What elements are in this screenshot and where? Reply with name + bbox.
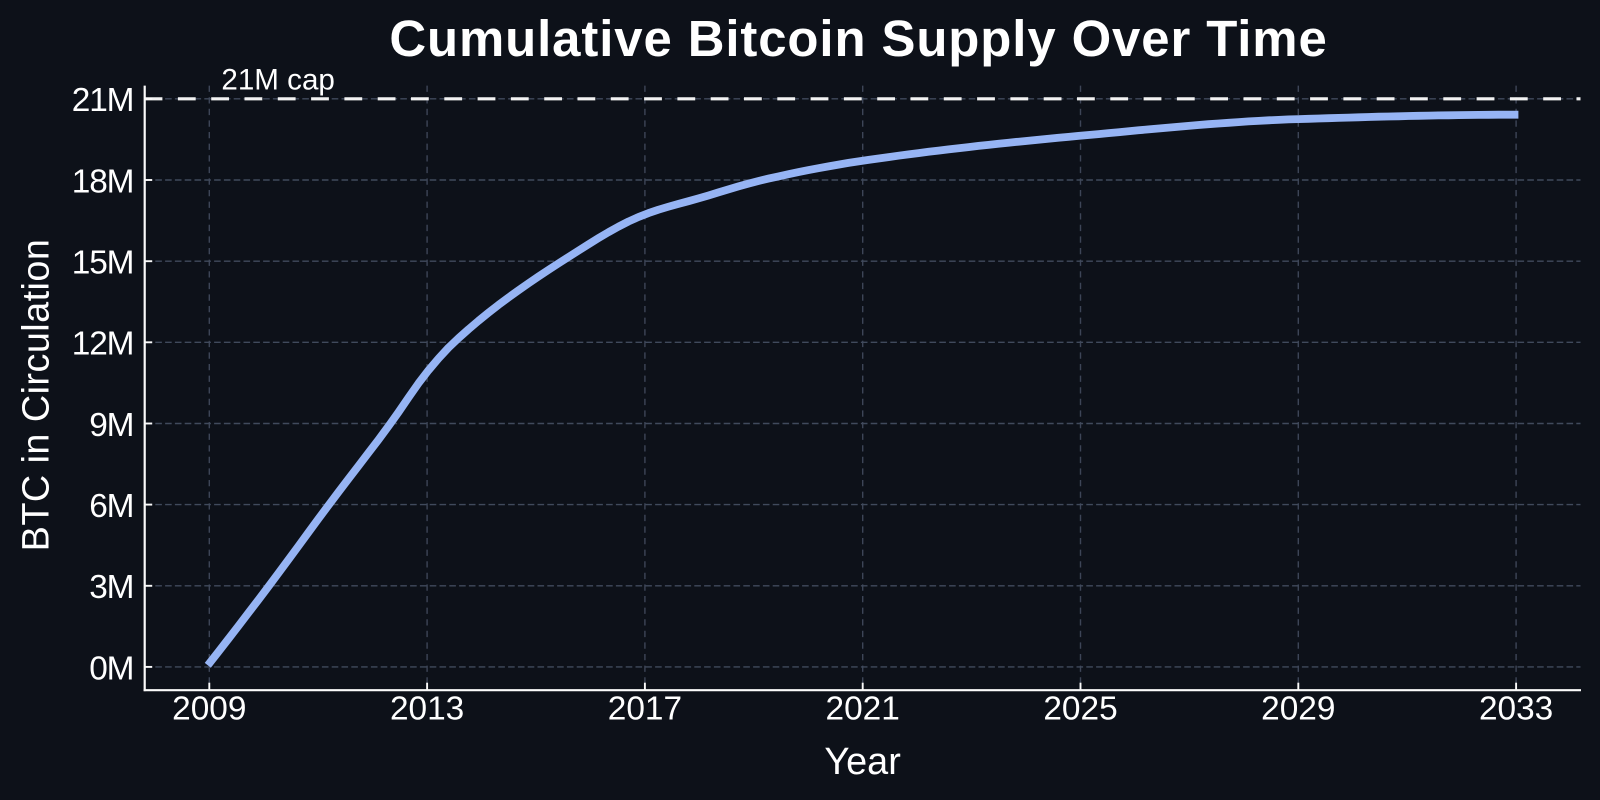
svg-text:2033: 2033 (1479, 691, 1553, 728)
svg-text:3M: 3M (89, 569, 133, 606)
svg-text:2009: 2009 (172, 691, 246, 728)
svg-text:21M: 21M (72, 82, 134, 119)
svg-text:9M: 9M (89, 407, 133, 444)
svg-text:12M: 12M (72, 326, 134, 363)
svg-text:Year: Year (824, 741, 900, 783)
svg-text:2021: 2021 (826, 691, 900, 728)
svg-text:21M cap: 21M cap (221, 63, 335, 96)
svg-text:2013: 2013 (390, 691, 464, 728)
svg-text:6M: 6M (89, 488, 133, 525)
svg-text:2017: 2017 (608, 691, 682, 728)
svg-text:15M: 15M (72, 245, 134, 282)
svg-text:0M: 0M (89, 650, 133, 687)
svg-text:2029: 2029 (1261, 691, 1335, 728)
svg-text:18M: 18M (72, 163, 134, 200)
svg-text:BTC in Circulation: BTC in Circulation (16, 239, 58, 552)
svg-text:Cumulative Bitcoin Supply Over: Cumulative Bitcoin Supply Over Time (389, 10, 1327, 67)
svg-text:2025: 2025 (1043, 691, 1117, 728)
